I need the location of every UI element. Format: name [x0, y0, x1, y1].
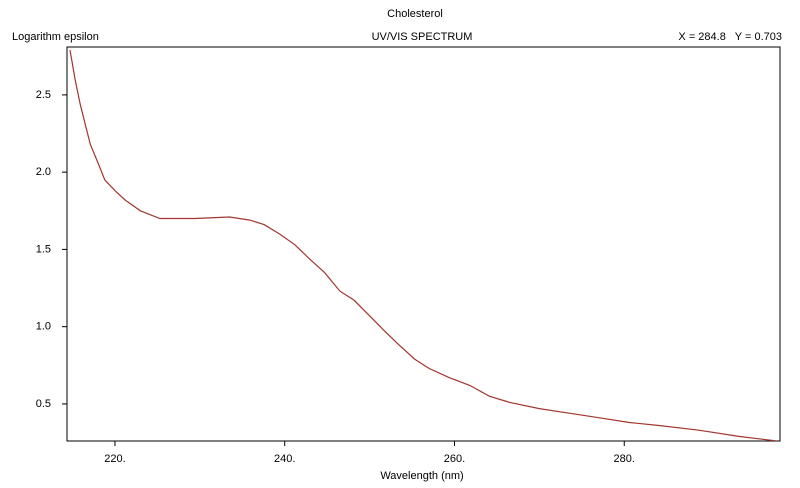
y-tick-label: 0.5: [36, 398, 51, 410]
cursor-readout: X = 284.8 Y = 0.703: [678, 31, 782, 43]
y-tick-label: 2.0: [36, 166, 51, 178]
x-tick-label: 220.: [104, 453, 125, 465]
chart-title: Cholesterol: [387, 8, 443, 20]
x-tick-label: 240.: [274, 453, 295, 465]
y-tick-label: 1.5: [36, 243, 51, 255]
y-tick-label: 1.0: [36, 321, 51, 333]
x-axis-label: Wavelength (nm): [380, 470, 463, 482]
y-axis-label: Logarithm epsilon: [12, 31, 99, 43]
plot-frame: [66, 46, 781, 442]
x-tick-label: 280.: [614, 453, 635, 465]
chart-subtitle: UV/VIS SPECTRUM: [372, 31, 473, 43]
y-tick-label: 2.5: [36, 89, 51, 101]
x-tick-label: 260.: [444, 453, 465, 465]
spectrum-line: [69, 49, 778, 441]
